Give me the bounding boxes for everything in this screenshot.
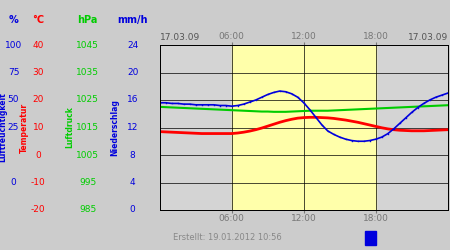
Text: 0: 0 <box>130 206 135 214</box>
Text: Temperatur: Temperatur <box>20 102 29 152</box>
Text: °C: °C <box>32 15 44 25</box>
Text: 0: 0 <box>11 178 16 187</box>
Text: 50: 50 <box>8 96 19 104</box>
Text: 20: 20 <box>127 68 139 77</box>
Text: 1035: 1035 <box>76 68 99 77</box>
Text: 10: 10 <box>32 123 44 132</box>
Text: 75: 75 <box>8 68 19 77</box>
Text: 8: 8 <box>130 150 135 160</box>
Text: hPa: hPa <box>77 15 98 25</box>
Text: Luftfeuchtigkeit: Luftfeuchtigkeit <box>0 92 7 162</box>
Text: Erstellt: 19.01.2012 10:56: Erstellt: 19.01.2012 10:56 <box>173 234 282 242</box>
Text: 40: 40 <box>32 40 44 50</box>
Text: 100: 100 <box>5 40 22 50</box>
Text: 17.03.09: 17.03.09 <box>408 34 448 42</box>
Text: 30: 30 <box>32 68 44 77</box>
Text: 1025: 1025 <box>76 96 99 104</box>
Text: %: % <box>9 15 18 25</box>
Text: 24: 24 <box>127 40 139 50</box>
Text: 17.03.09: 17.03.09 <box>160 34 200 42</box>
Text: mm/h: mm/h <box>117 15 148 25</box>
Text: 25: 25 <box>8 123 19 132</box>
Text: 1045: 1045 <box>76 40 99 50</box>
Text: Niederschlag: Niederschlag <box>111 99 120 156</box>
Text: 4: 4 <box>130 178 135 187</box>
Text: 985: 985 <box>79 206 96 214</box>
Text: Luftdruck: Luftdruck <box>65 106 74 148</box>
Text: 16: 16 <box>127 96 139 104</box>
Text: 0: 0 <box>36 150 41 160</box>
Bar <box>232 45 376 210</box>
Text: 12: 12 <box>127 123 139 132</box>
Text: 1005: 1005 <box>76 150 99 160</box>
Text: -20: -20 <box>31 206 45 214</box>
Text: 995: 995 <box>79 178 96 187</box>
Text: -10: -10 <box>31 178 45 187</box>
Text: 1015: 1015 <box>76 123 99 132</box>
Text: 20: 20 <box>32 96 44 104</box>
